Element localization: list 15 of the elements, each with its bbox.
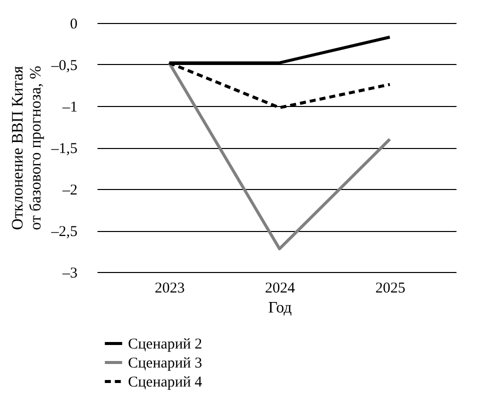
y-tick-label: –1	[62, 100, 78, 116]
y-tick-label: –0,5	[50, 58, 78, 74]
x-tick-label: 2025	[375, 280, 406, 296]
x-tick-label: 2023	[154, 280, 185, 296]
legend-label: Сценарий 2	[128, 336, 202, 352]
x-tick-label: 2024	[265, 280, 296, 296]
y-tick-label: –1,5	[50, 141, 78, 157]
legend-label: Сценарий 3	[128, 356, 202, 372]
y-tick-label: –3	[62, 266, 78, 282]
y-tick-label: –2,5	[50, 224, 78, 240]
y-axis-title: Отклонение ВВП Китая от базового прогноза, %	[9, 65, 44, 230]
y-tick-label: 0	[70, 16, 78, 32]
x-axis-title: Год	[268, 300, 292, 316]
y-tick-label: –2	[62, 182, 78, 198]
legend-label: Сценарий 4	[128, 374, 203, 390]
